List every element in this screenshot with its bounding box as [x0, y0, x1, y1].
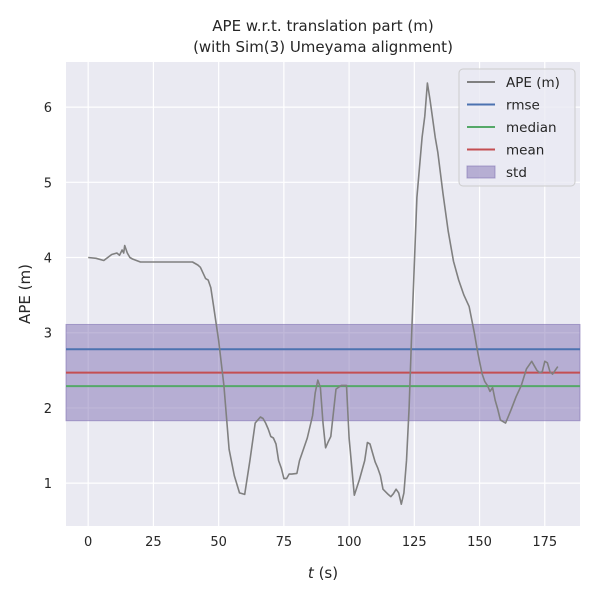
- legend-label-1: rmse: [506, 98, 540, 114]
- x-tick-label-5: 125: [402, 535, 427, 550]
- y-tick-label-4: 5: [44, 176, 52, 191]
- legend: APE (m) rmse median mean std: [458, 68, 576, 187]
- y-axis-label: APE (m): [16, 264, 34, 324]
- x-tick-label-2: 50: [210, 535, 227, 550]
- stat-lines-layer: [66, 348, 580, 388]
- legend-label-4: std: [506, 165, 527, 181]
- y-tick-label-3: 4: [44, 252, 52, 267]
- ape-series-layer: [88, 82, 559, 506]
- y-tick-label-5: 6: [44, 101, 52, 116]
- x-tick-label-4: 100: [337, 535, 362, 550]
- x-tick-label-7: 175: [532, 535, 557, 550]
- legend-swatch-4: [466, 165, 496, 179]
- x-tick-label-6: 150: [467, 535, 492, 550]
- legend-frame: [458, 68, 576, 187]
- legend-label-2: median: [506, 120, 557, 136]
- x-axis-label-var: t: [308, 564, 315, 582]
- x-axis-label-unit: (s): [314, 564, 338, 582]
- chart-subtitle: (with Sim(3) Umeyama alignment): [193, 38, 453, 56]
- y-tick-label-2: 3: [44, 327, 52, 342]
- legend-label-3: mean: [506, 143, 544, 159]
- legend-label-0: APE (m): [506, 75, 560, 91]
- chart-title: APE w.r.t. translation part (m): [212, 17, 433, 35]
- y-tick-label-0: 1: [44, 477, 52, 492]
- x-tick-label-3: 75: [276, 535, 293, 550]
- x-tick-label-0: 0: [84, 535, 92, 550]
- x-tick-label-1: 25: [145, 535, 162, 550]
- tick-labels: 0 25 50 75 100 125 150 175 1 2 3 4 5 6: [44, 101, 557, 550]
- ape-line: [88, 82, 559, 506]
- x-axis-label: t (s): [308, 564, 338, 582]
- y-tick-label-1: 2: [44, 402, 52, 417]
